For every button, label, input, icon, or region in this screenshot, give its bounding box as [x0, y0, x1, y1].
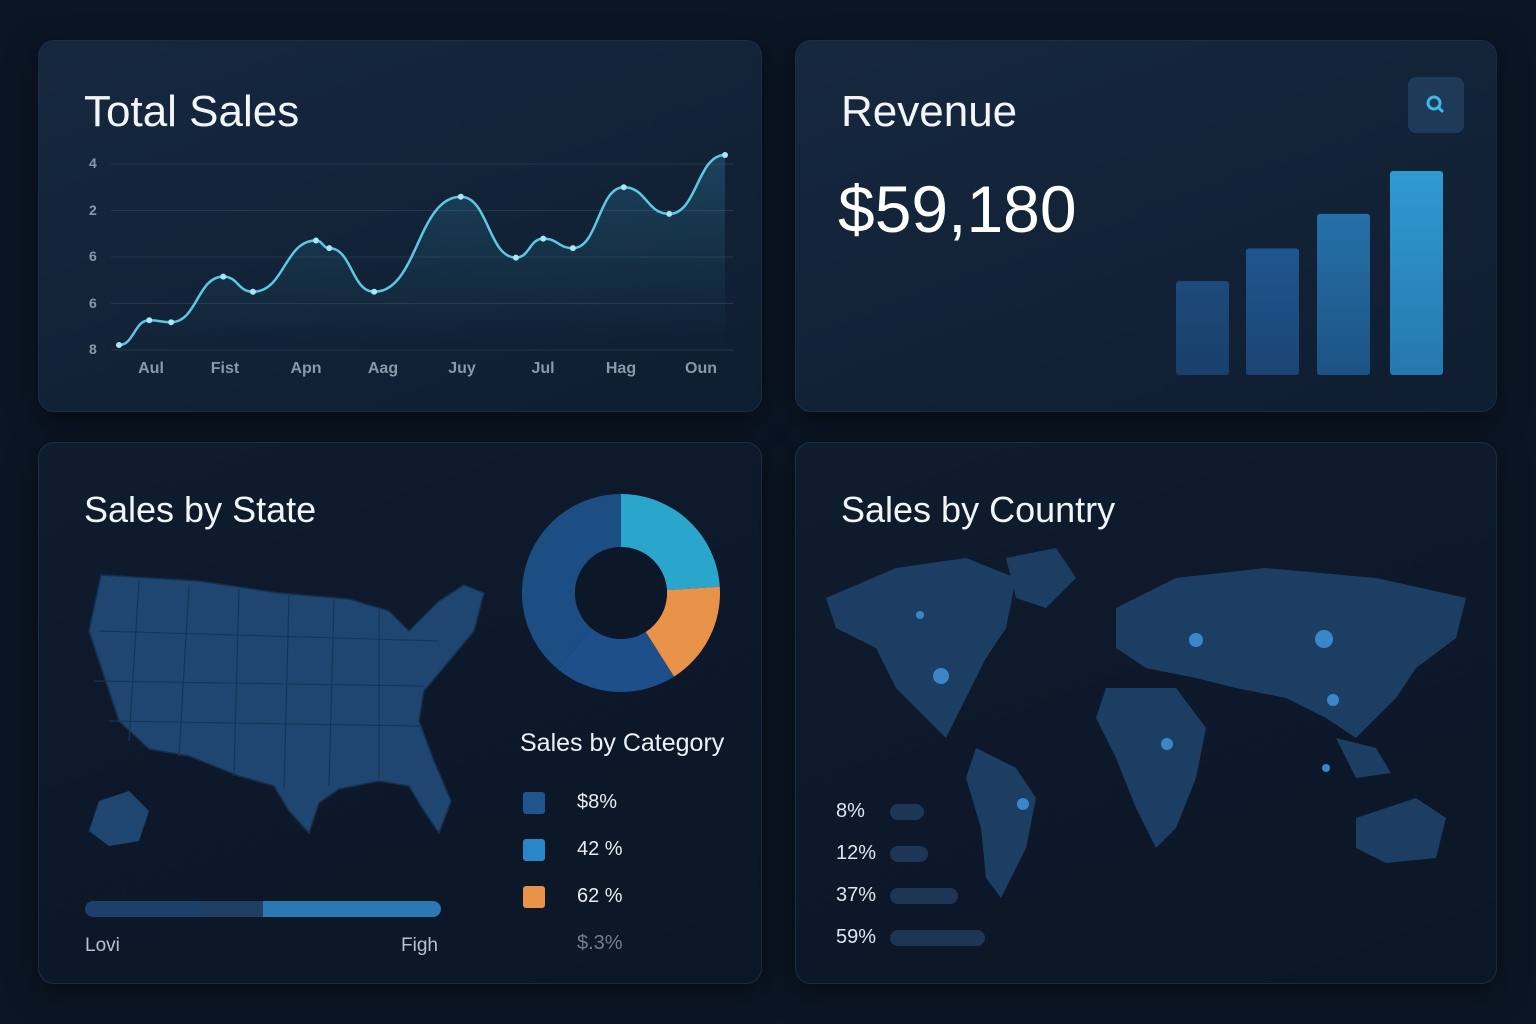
revenue-bar[interactable] — [1246, 248, 1299, 375]
sales-by-category-title: Sales by Category — [520, 729, 725, 757]
y-tick-label: 2 — [89, 201, 97, 218]
legend-swatch — [523, 933, 545, 955]
legend-swatch — [523, 838, 545, 861]
data-point[interactable] — [722, 152, 728, 158]
revenue-bar[interactable] — [1317, 213, 1370, 375]
x-tick-label: Aul — [138, 360, 164, 377]
data-point[interactable] — [146, 317, 153, 324]
search-button[interactable] — [1408, 77, 1464, 133]
data-point[interactable] — [620, 184, 627, 191]
x-tick-label: Jul — [531, 360, 555, 377]
data-point[interactable] — [312, 237, 319, 244]
revenue-amount: $59,180 — [838, 172, 1077, 246]
revenue-bar[interactable] — [1176, 281, 1229, 375]
data-point[interactable] — [457, 193, 464, 200]
legend-label: 42 % — [577, 838, 623, 860]
scale-high-label: Figh — [401, 935, 438, 956]
data-point[interactable] — [666, 210, 673, 217]
legend-label: 62 % — [577, 885, 623, 907]
sales-by-state-title: Sales by State — [84, 489, 317, 530]
scale-low-label: Lovi — [85, 935, 120, 956]
y-tick-label: 6 — [89, 294, 97, 311]
country-pct-label: 37% — [836, 884, 877, 906]
x-tick-label: Hag — [605, 360, 637, 377]
data-point[interactable] — [116, 342, 122, 348]
us-map[interactable] — [79, 571, 499, 861]
donut-slice[interactable] — [557, 628, 675, 692]
country-bar — [890, 804, 924, 820]
revenue-bar[interactable] — [1390, 171, 1443, 375]
category-legend-item: $8% — [523, 791, 617, 814]
y-tick-label: 6 — [89, 248, 97, 264]
data-point[interactable] — [540, 235, 547, 242]
donut-slice[interactable] — [621, 494, 720, 591]
search-icon — [1426, 95, 1445, 114]
revenue-bar-chart — [1176, 171, 1443, 375]
total-sales-card: Total Sales 4 2 6 6 8 Aul Fist Apn Aag Juy Jul Hag O… — [38, 40, 762, 412]
world-map[interactable] — [816, 538, 1486, 918]
category-donut-chart — [522, 494, 720, 692]
data-point[interactable] — [512, 254, 519, 261]
revenue-title: Revenue — [841, 87, 1018, 136]
total-sales-line-chart — [111, 152, 733, 351]
legend-label: $.3% — [577, 932, 623, 954]
category-legend-item: $.3% — [523, 932, 623, 955]
donut-hole — [575, 547, 667, 639]
sales-by-country-card: Sales by Country 8% 12% 37% 59% — [795, 442, 1497, 984]
x-tick-label: Fist — [210, 360, 240, 377]
country-bar — [890, 846, 929, 862]
x-tick-label: Aag — [367, 360, 399, 377]
legend-swatch — [523, 791, 545, 814]
total-sales-title: Total Sales — [84, 87, 300, 136]
country-pct-label: 59% — [836, 926, 877, 948]
state-scale-bar — [85, 901, 441, 917]
category-legend-item: 42 % — [523, 838, 623, 861]
sales-line — [118, 153, 726, 347]
data-point[interactable] — [569, 245, 576, 252]
x-tick-label: Apn — [290, 360, 322, 377]
y-tick-label: 8 — [89, 341, 97, 357]
y-tick-label: 4 — [89, 155, 97, 171]
sales-by-country-title: Sales by Country — [841, 489, 1116, 530]
revenue-card: Revenue $59,180 — [795, 40, 1497, 412]
legend-swatch — [523, 885, 545, 908]
data-point[interactable] — [326, 245, 333, 252]
country-bar — [890, 930, 985, 946]
data-point[interactable] — [220, 273, 227, 280]
country-pct-label: 8% — [836, 800, 865, 822]
x-tick-label: Oun — [685, 360, 717, 377]
data-point[interactable] — [249, 288, 256, 295]
data-point[interactable] — [371, 288, 378, 295]
country-bar — [890, 888, 959, 904]
line-area — [119, 155, 725, 345]
x-tick-label: Juy — [448, 360, 476, 377]
data-point[interactable] — [168, 319, 175, 326]
donut-slice[interactable] — [645, 586, 720, 677]
category-legend-item: 62 % — [523, 885, 623, 908]
donut-slice[interactable] — [522, 494, 621, 670]
sales-by-state-card: Sales by State Lovi Figh Sales by Catego… — [38, 442, 762, 984]
legend-label: $8% — [577, 791, 618, 813]
country-pct-label: 12% — [836, 842, 877, 864]
